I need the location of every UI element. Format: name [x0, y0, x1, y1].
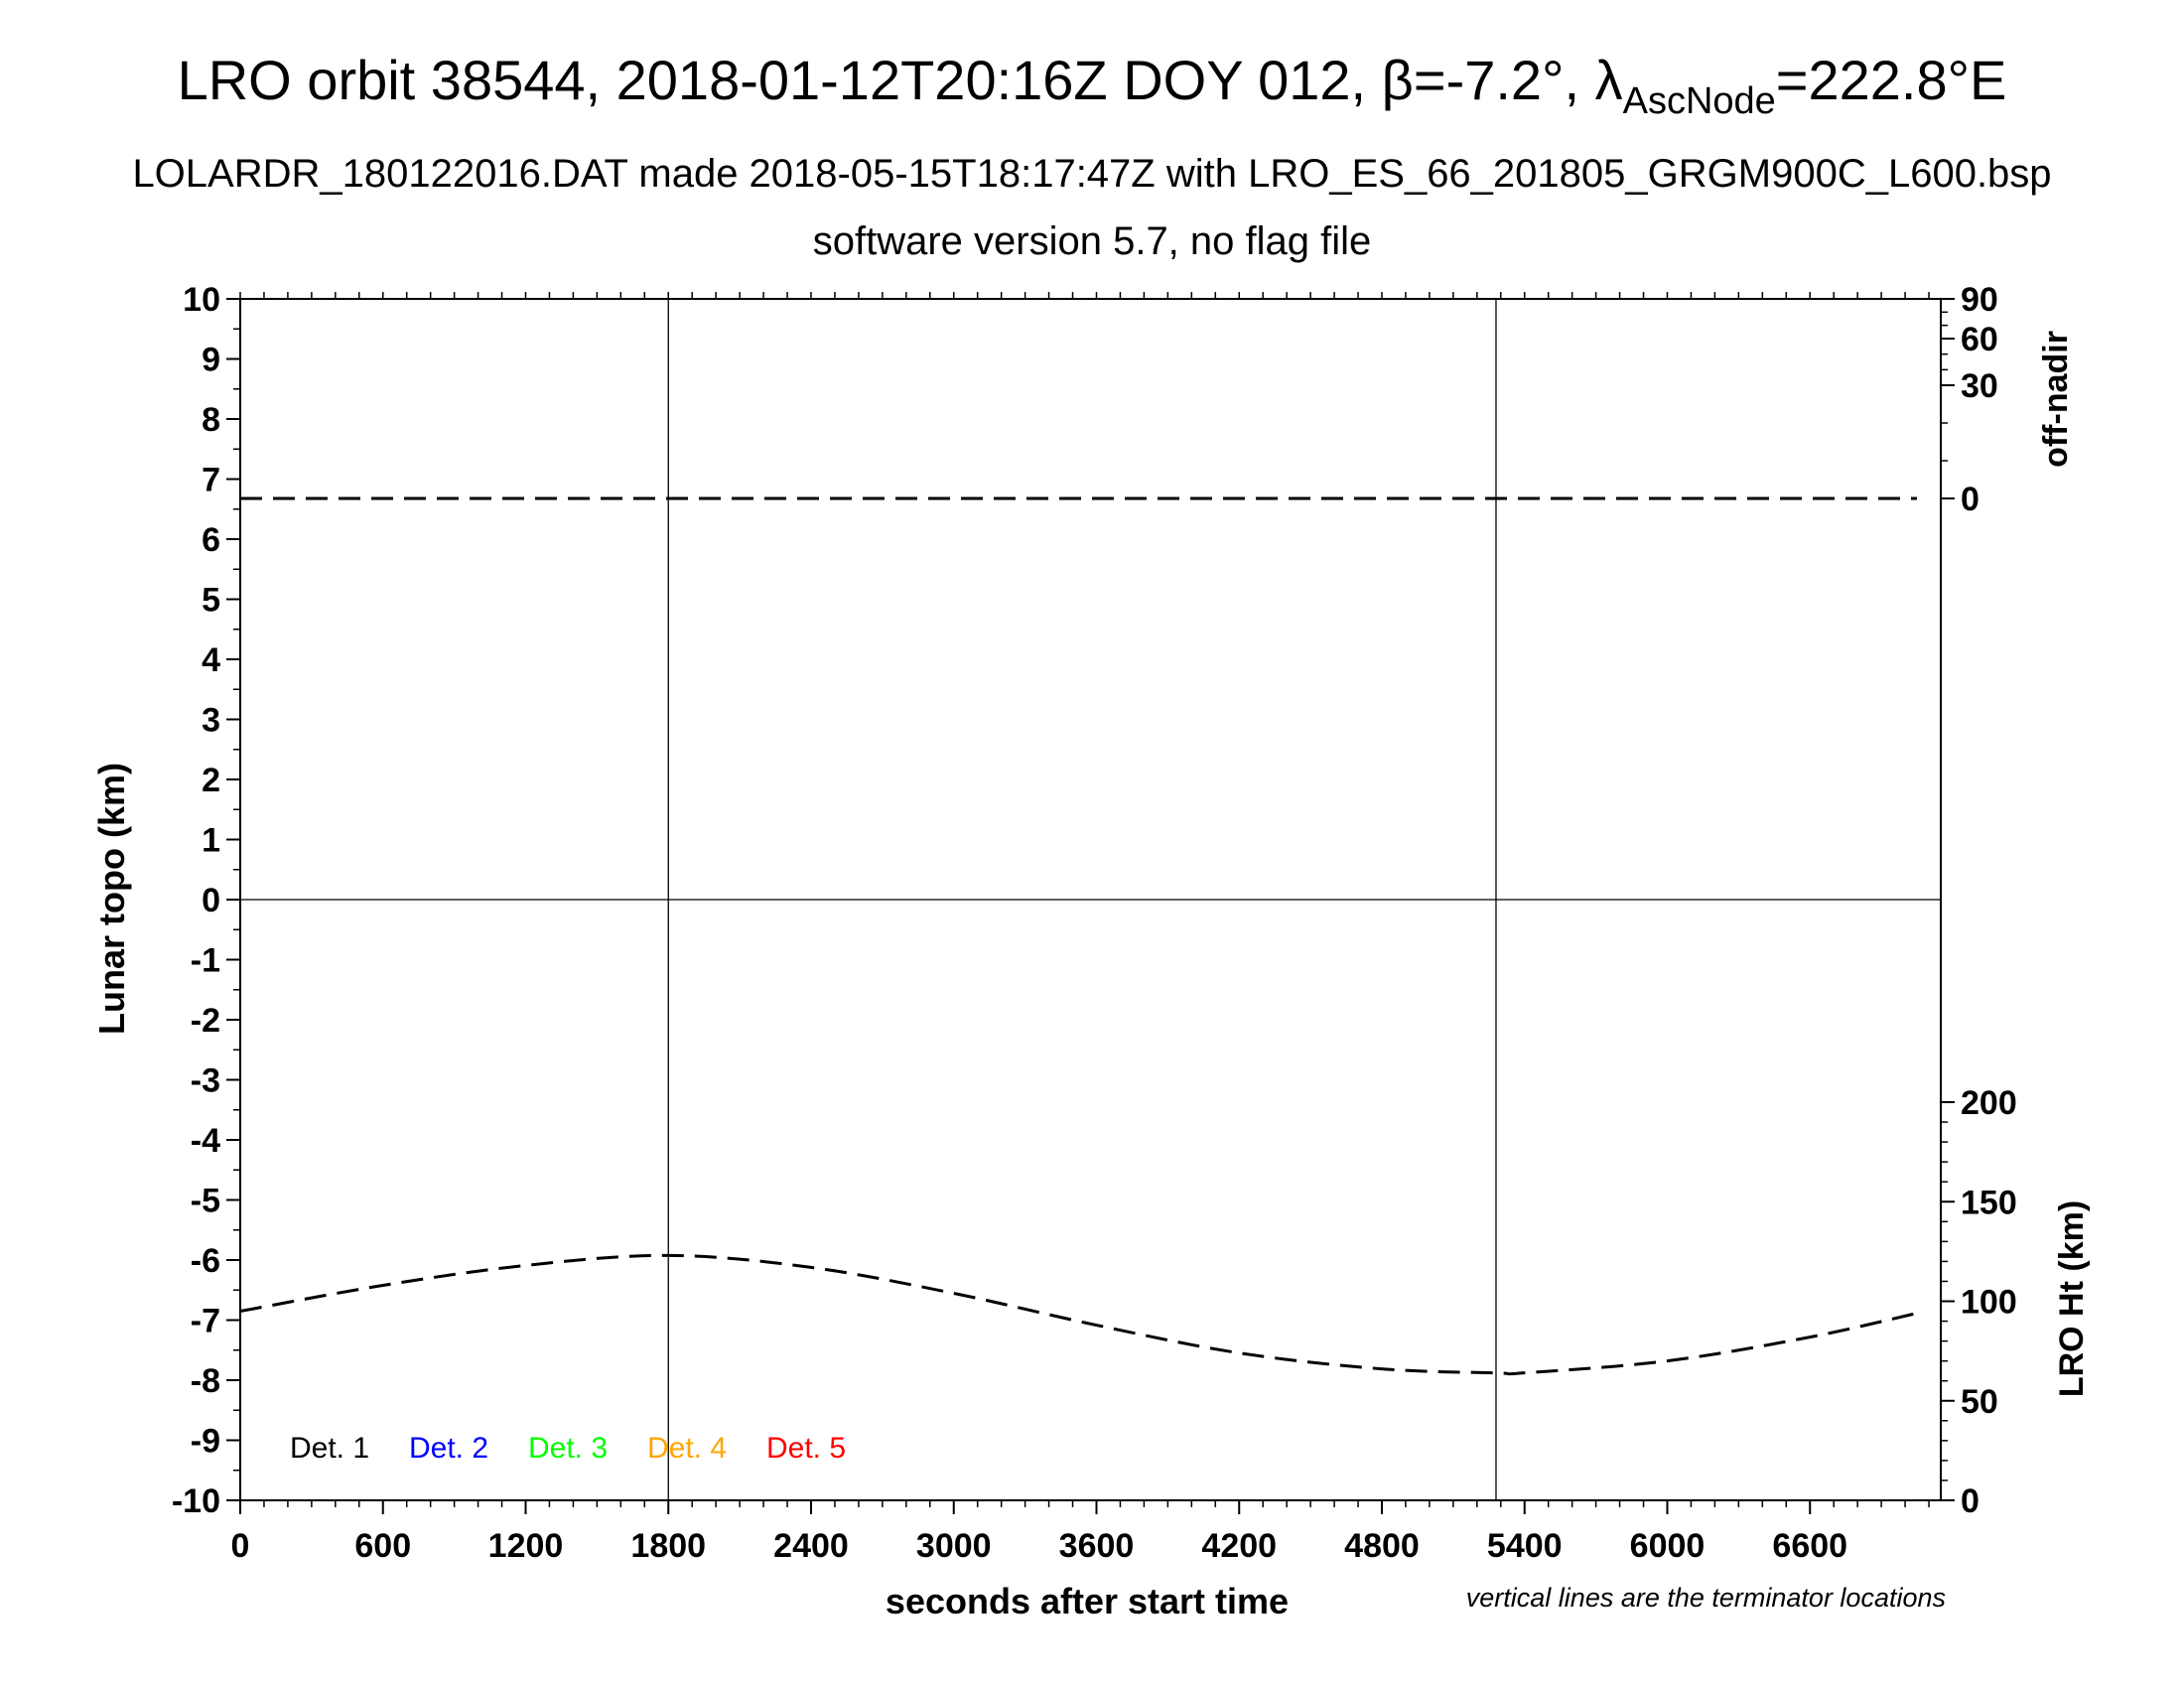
y-tick-label: 9	[202, 342, 220, 379]
y-tick-label: -3	[191, 1062, 220, 1100]
legend-item: Det. 4	[647, 1432, 727, 1465]
offnadir-tick-label: 90	[1961, 281, 1998, 319]
legend-item: Det. 5	[766, 1432, 846, 1465]
lro-ht-tick-label: 0	[1961, 1482, 1979, 1520]
legend-item: Det. 2	[409, 1432, 488, 1465]
y-tick-label: 3	[202, 702, 220, 740]
lro-ht-tick-label: 200	[1961, 1084, 2017, 1122]
x-tick-label: 4200	[1201, 1527, 1277, 1565]
legend-item: Det. 1	[290, 1432, 369, 1465]
y-tick-label: 4	[202, 641, 220, 679]
y-axis-label-lro-ht: LRO Ht (km)	[2053, 1200, 2091, 1397]
y-tick-label: -10	[172, 1482, 220, 1520]
y-tick-label: -2	[191, 1002, 220, 1040]
x-tick-label: 0	[231, 1527, 250, 1565]
legend-item: Det. 3	[528, 1432, 608, 1465]
x-tick-label: 3000	[916, 1527, 992, 1565]
y-tick-label: 7	[202, 462, 220, 499]
y-axis-label-off-nadir: off-nadir	[2037, 331, 2075, 468]
y-tick-label: 0	[202, 882, 220, 919]
x-tick-label: 5400	[1487, 1527, 1563, 1565]
y-tick-label: 6	[202, 521, 220, 559]
y-tick-label: -4	[191, 1122, 220, 1160]
terminator-note: vertical lines are the terminator locati…	[1466, 1583, 1946, 1613]
x-tick-label: 4800	[1344, 1527, 1420, 1565]
offnadir-tick-label: 60	[1961, 321, 1998, 358]
lro-ht-tick-label: 50	[1961, 1383, 1998, 1421]
y-tick-label: -9	[191, 1423, 220, 1461]
x-tick-label: 3600	[1059, 1527, 1135, 1565]
y-tick-label: 2	[202, 762, 220, 799]
y-tick-label: -5	[191, 1183, 220, 1220]
x-tick-label: 6000	[1630, 1527, 1706, 1565]
x-tick-label: 1800	[630, 1527, 706, 1565]
y-tick-label: -8	[191, 1362, 220, 1400]
x-axis-label: seconds after start time	[886, 1581, 1289, 1621]
offnadir-tick-label: 0	[1961, 481, 1979, 518]
x-tick-label: 600	[354, 1527, 411, 1565]
series-line-lro-ht	[239, 1253, 1918, 1376]
offnadir-tick-label: 30	[1961, 367, 1998, 405]
x-tick-label: 6600	[1772, 1527, 1847, 1565]
lro-ht-tick-label: 150	[1961, 1184, 2017, 1221]
y-tick-label: 1	[202, 822, 220, 860]
y-tick-label: -7	[191, 1303, 220, 1340]
y-tick-label: 8	[202, 401, 220, 439]
chart-subtitle-2: software version 5.7, no flag file	[813, 219, 1372, 263]
y-tick-label: -1	[191, 942, 220, 980]
y-tick-label: -6	[191, 1242, 220, 1280]
x-tick-label: 1200	[488, 1527, 564, 1565]
lro-ht-tick-label: 100	[1961, 1284, 2017, 1322]
chart-title: LRO orbit 38544, 2018-01-12T20:16Z DOY 0…	[178, 49, 2007, 122]
x-tick-label: 2400	[773, 1527, 849, 1565]
y-tick-label: 5	[202, 582, 220, 620]
y-tick-label: 10	[183, 281, 220, 319]
y-axis-label-left: Lunar topo (km)	[91, 763, 132, 1035]
chart-subtitle: LOLARDR_180122016.DAT made 2018-05-15T18…	[132, 152, 2051, 196]
